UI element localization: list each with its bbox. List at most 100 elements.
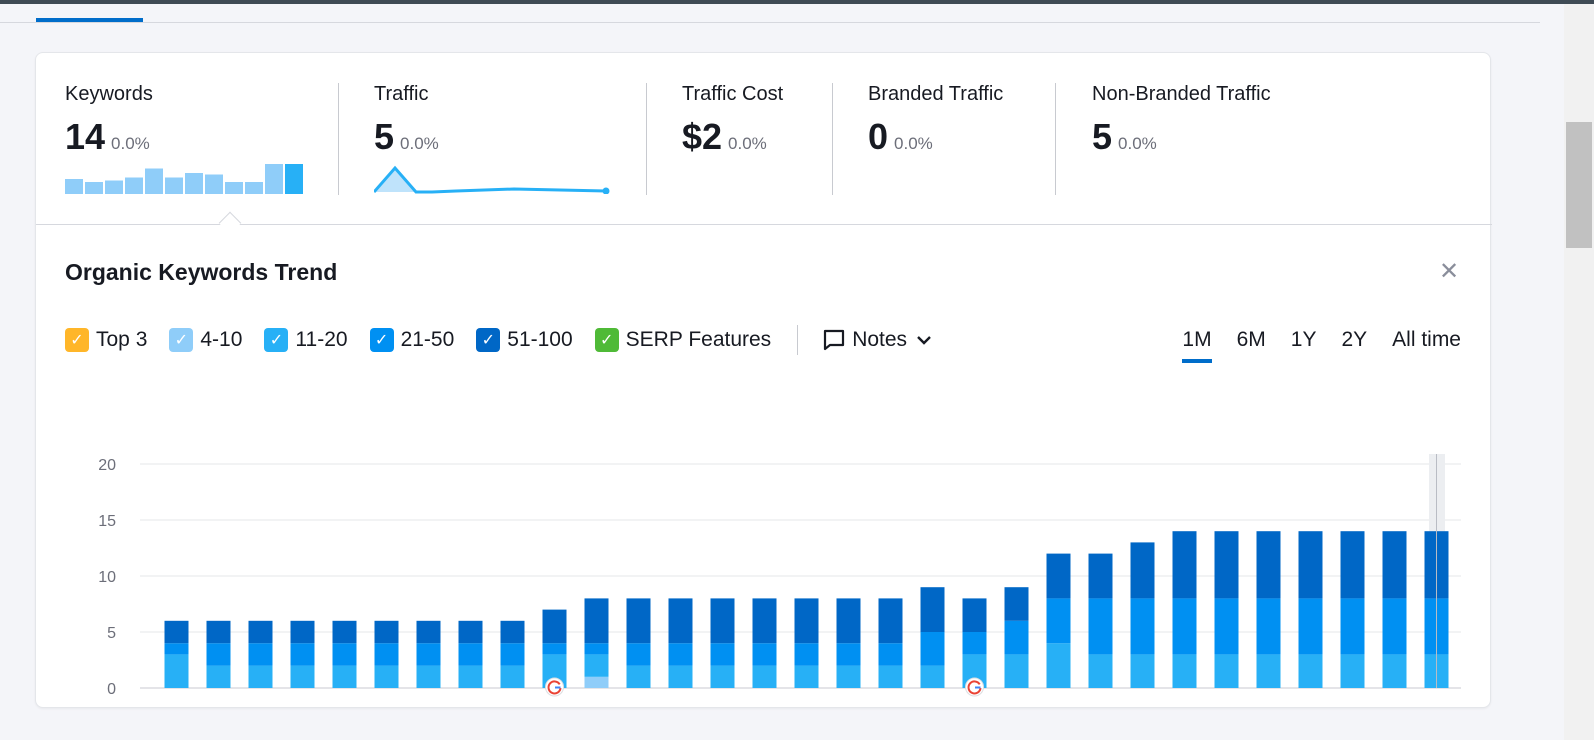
notes-dropdown[interactable]: Notes (822, 328, 933, 352)
legend-top-3[interactable]: ✓ Top 3 (65, 328, 147, 352)
kpi-traffic[interactable]: Traffic 5 0.0% (374, 83, 614, 194)
bar-segment (920, 587, 945, 632)
bar-segment (290, 665, 315, 688)
legend-21-50[interactable]: ✓ 21-50 (369, 328, 454, 352)
chart-legend: ✓ Top 3 ✓ 4-10 ✓ 11-20 ✓ 21-50 ✓ 51-100 ✓ SERP… (65, 325, 933, 355)
bar-segment (1046, 643, 1071, 688)
bar-segment (1214, 654, 1239, 688)
bar-segment (878, 598, 903, 644)
range-1y[interactable]: 1Y (1290, 328, 1317, 351)
bar-segment (1256, 598, 1281, 655)
bar-segment (374, 643, 399, 666)
bar-segment (752, 643, 777, 666)
bar-segment (416, 643, 441, 666)
bar-segment (248, 665, 273, 688)
keywords-spark-bar (265, 164, 283, 194)
bar-segment (836, 598, 861, 644)
legend-11-20[interactable]: ✓ 11-20 (264, 328, 348, 352)
active-tab-indicator (36, 18, 143, 22)
scrollbar-thumb[interactable] (1566, 122, 1592, 248)
bar-segment (1046, 598, 1071, 644)
bar-segment (1130, 654, 1155, 688)
check-icon[interactable]: ✓ (65, 328, 89, 352)
legend-label: 51-100 (507, 328, 573, 351)
kpi-value: $2 (682, 116, 723, 157)
bar-segment (1004, 587, 1029, 621)
kpi-non-branded-traffic[interactable]: Non-Branded Traffic 5 0.0% (1092, 83, 1271, 158)
legend-label: Top 3 (96, 328, 148, 351)
legend-serp-features[interactable]: ✓ SERP Features (594, 328, 771, 352)
keywords-sparkline (65, 164, 303, 194)
kpi-change: 0.0% (111, 134, 150, 153)
kpi-value: 0 (868, 116, 889, 157)
bar-segment (248, 620, 273, 644)
bar-segment (500, 620, 525, 644)
y-tick-label: 20 (98, 457, 116, 474)
keywords-spark-bar (225, 182, 243, 194)
kpi-divider (338, 83, 339, 195)
bar-segment (752, 665, 777, 688)
bar-segment (962, 598, 987, 632)
browser-top-bar (0, 0, 1594, 4)
bar-segment (248, 643, 273, 666)
bar-segment (458, 665, 483, 688)
keywords-spark-bar (105, 180, 123, 194)
range-all-time[interactable]: All time (1392, 328, 1461, 351)
kpi-label: Keywords (65, 83, 153, 105)
range-1m[interactable]: 1M (1182, 325, 1212, 363)
tab-bar-border (0, 22, 1540, 23)
bar-segment (668, 643, 693, 666)
kpi-value: 5 (374, 116, 395, 157)
bar-segment (164, 620, 189, 644)
bar-segment (1214, 531, 1239, 599)
check-icon[interactable]: ✓ (169, 328, 194, 352)
y-tick-label: 5 (107, 625, 116, 642)
kpi-divider (1055, 83, 1056, 195)
legend-4-10[interactable]: ✓ 4-10 (169, 328, 242, 352)
check-icon[interactable]: ✓ (594, 328, 619, 352)
kpi-change: 0.0% (1118, 134, 1157, 153)
google-icon-arc (967, 680, 982, 695)
kpi-branded-traffic[interactable]: Branded Traffic 0 0.0% (868, 83, 1003, 158)
bar-segment (416, 620, 441, 644)
keywords-trend-chart[interactable]: 05101520Sep 1Sep 3Sep 5Sep 7Sep 9Sep 11S… (36, 389, 1492, 699)
bar-segment (626, 643, 651, 666)
bar-segment (1256, 654, 1281, 688)
bar-segment (584, 598, 609, 644)
legend-separator (797, 325, 799, 355)
keywords-spark-bar (85, 182, 103, 194)
bar-segment (206, 665, 231, 688)
check-icon[interactable]: ✓ (369, 328, 394, 352)
kpi-divider (832, 83, 833, 195)
bar-segment (794, 643, 819, 666)
keywords-spark-bar (245, 182, 263, 194)
legend-51-100[interactable]: ✓ 51-100 (476, 328, 573, 352)
bar-segment (542, 609, 567, 644)
range-2y[interactable]: 2Y (1341, 328, 1368, 351)
keywords-spark-bar (125, 177, 143, 194)
traffic-spark-area (374, 168, 416, 192)
keywords-spark-bar (285, 164, 303, 194)
bar-segment (1214, 598, 1239, 655)
check-icon[interactable]: ✓ (264, 328, 289, 352)
bar-segment (1004, 654, 1029, 688)
bar-segment (710, 665, 735, 688)
bar-segment (332, 643, 357, 666)
bar-segment (1382, 654, 1407, 688)
bar-segment (1088, 598, 1113, 655)
close-icon[interactable]: ✕ (1438, 258, 1460, 285)
page-scrollbar[interactable] (1564, 4, 1594, 740)
kpi-traffic-cost[interactable]: Traffic Cost $2 0.0% (682, 83, 783, 158)
range-6m[interactable]: 6M (1236, 328, 1266, 351)
legend-label: 4-10 (200, 328, 243, 351)
bar-segment (206, 620, 231, 644)
bar-segment (920, 665, 945, 688)
bar-segment (668, 665, 693, 688)
bar-segment (1088, 553, 1113, 599)
bar-segment (374, 665, 399, 688)
bar-segment (794, 665, 819, 688)
bar-segment (500, 665, 525, 688)
check-icon[interactable]: ✓ (476, 328, 501, 352)
kpi-keywords[interactable]: Keywords 14 0.0% (65, 83, 305, 194)
notes-label: Notes (852, 328, 908, 351)
